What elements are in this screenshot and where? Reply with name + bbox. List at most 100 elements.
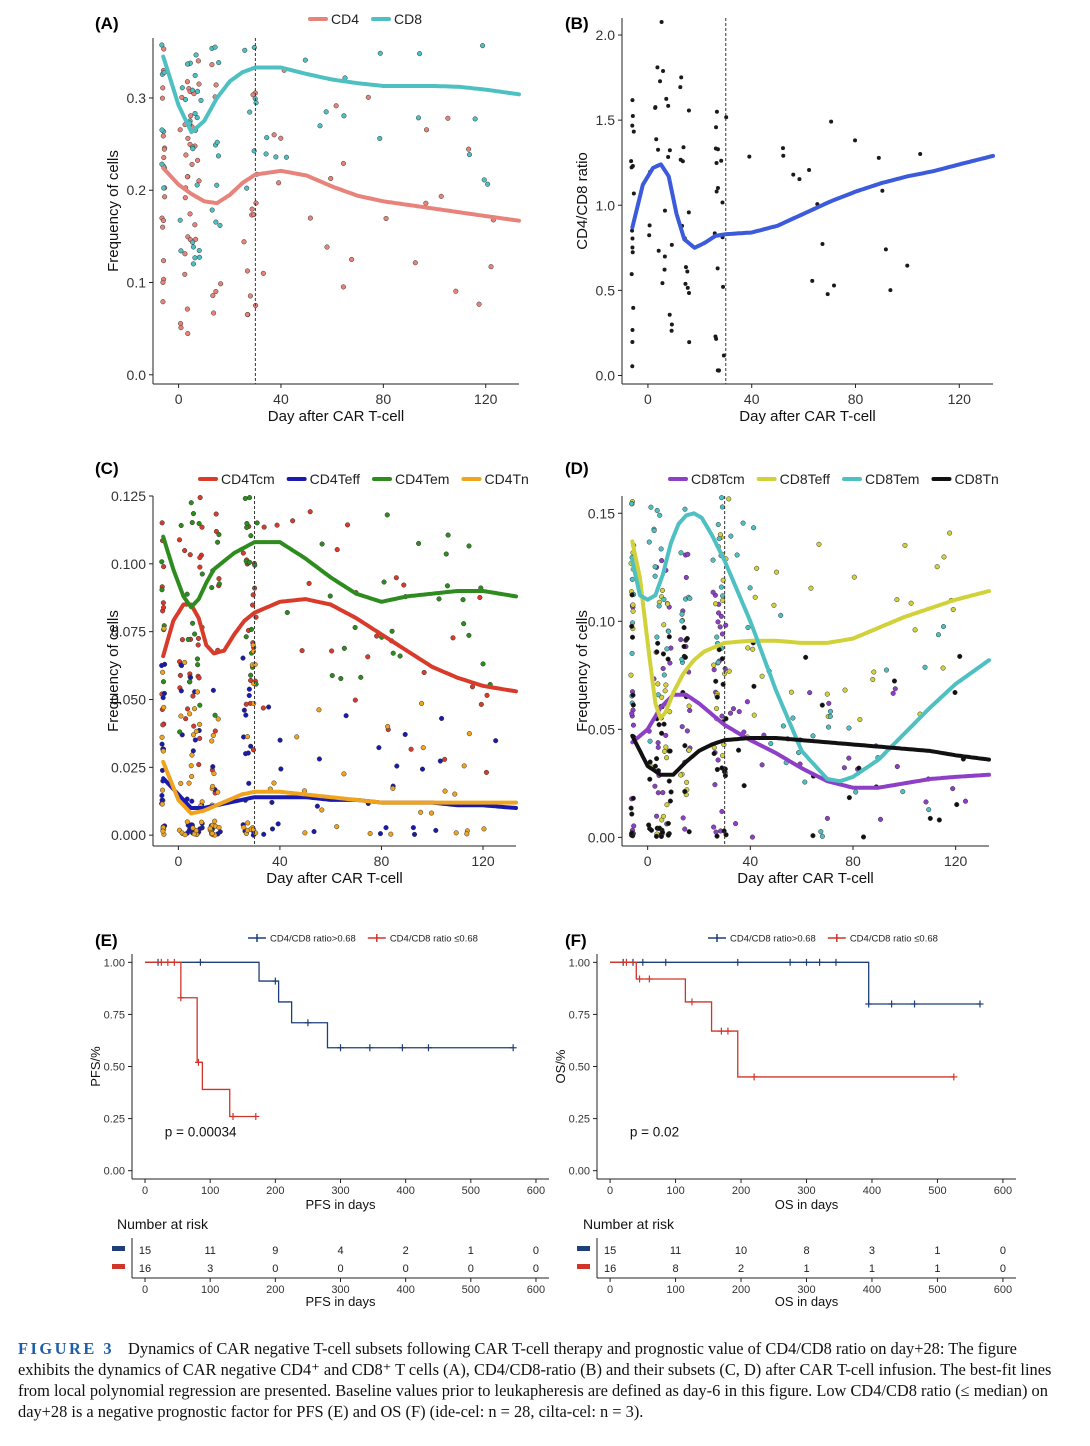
sample-point (714, 634, 720, 640)
risk-x-tick-label: 200 (266, 1284, 284, 1296)
sample-point (210, 732, 216, 738)
sample-point (667, 312, 672, 317)
sample-point (752, 594, 758, 600)
risk-x-tick-label: 600 (994, 1284, 1012, 1296)
sample-point (190, 261, 196, 267)
sample-point (196, 81, 202, 87)
sample-point (687, 707, 693, 714)
sample-point (658, 79, 663, 84)
sample-point (184, 174, 190, 180)
sample-point (681, 643, 687, 650)
sample-point (667, 148, 672, 153)
sample-point (713, 601, 719, 607)
y-tick-label: 0.100 (111, 556, 146, 572)
sample-point (176, 537, 183, 543)
risk-x-tick-label: 400 (396, 1284, 414, 1296)
sample-point (678, 637, 684, 643)
sample-point (715, 757, 721, 763)
sample-point (857, 717, 863, 723)
sample-point (715, 368, 720, 373)
sample-point (466, 543, 472, 549)
sample-point (722, 773, 728, 779)
sample-point (159, 520, 165, 526)
sample-point (327, 593, 333, 599)
legend-label: CD8Teff (780, 471, 830, 487)
x-tick-label: 40 (273, 391, 289, 407)
sample-point (660, 790, 666, 796)
sample-point (185, 135, 191, 141)
sample-point (244, 520, 250, 527)
sample-point (190, 244, 196, 250)
sample-point (388, 831, 394, 837)
sample-point (260, 270, 266, 276)
sample-point (684, 779, 690, 785)
sample-point (253, 100, 259, 106)
sample-point (665, 656, 671, 662)
sample-point (194, 656, 201, 662)
sample-point (184, 591, 190, 597)
sample-point (316, 756, 322, 762)
sample-point (771, 602, 777, 608)
x-tick-label: 80 (845, 853, 861, 869)
risk-count: 0 (1000, 1245, 1006, 1257)
y-tick-label: 0.3 (127, 90, 147, 106)
sample-point (410, 825, 416, 831)
sample-point (161, 704, 167, 710)
sample-point (316, 707, 322, 713)
sample-point (453, 288, 459, 294)
sample-point (733, 821, 739, 827)
sample-point (442, 788, 448, 794)
sample-point (376, 745, 382, 751)
x-tick-label: 0 (142, 1185, 148, 1197)
sample-point (936, 817, 942, 823)
sample-point (926, 807, 932, 813)
sample-point (197, 564, 203, 570)
sample-point (247, 495, 253, 501)
panel-label: (C) (95, 459, 119, 478)
legend-label: CD4/CD8 ratio ≤0.68 (390, 934, 478, 945)
sample-point (385, 723, 391, 730)
sample-point (880, 188, 885, 193)
x-tick-label: 400 (396, 1185, 414, 1197)
x-axis-title: Day after CAR T-cell (739, 408, 875, 425)
sample-point (665, 832, 671, 838)
sample-point (159, 587, 165, 593)
sample-point (628, 805, 634, 811)
fit-line-cd4tem (161, 534, 518, 610)
fit-line-ratio (630, 153, 995, 250)
sample-point (950, 786, 956, 792)
sample-point (630, 228, 635, 233)
sample-point (669, 328, 674, 333)
sample-point (194, 689, 201, 695)
risk-count: 1 (934, 1245, 940, 1257)
y-tick-label: 0.2 (127, 182, 147, 198)
sample-point (182, 251, 188, 257)
sample-point (883, 247, 888, 252)
sample-point (197, 721, 203, 727)
sample-point (715, 266, 720, 271)
sample-point (661, 672, 667, 678)
sample-point (160, 695, 166, 701)
y-tick-label: 0.0 (596, 367, 616, 383)
sample-point (260, 705, 266, 711)
sample-point (190, 511, 197, 517)
sample-point (284, 609, 290, 616)
sample-point (647, 776, 653, 782)
sample-point (345, 522, 351, 528)
sample-point (678, 550, 684, 556)
sample-point (247, 559, 253, 565)
sample-point (922, 664, 928, 670)
sample-point (218, 281, 224, 287)
sample-point (283, 154, 289, 160)
sample-point (686, 210, 691, 215)
sample-point (816, 541, 822, 547)
sample-point (630, 327, 635, 332)
sample-point (663, 732, 669, 738)
sample-point (248, 626, 255, 632)
x-axis-title: Day after CAR T-cell (266, 870, 402, 887)
sample-point (810, 833, 816, 839)
sample-point (682, 743, 688, 749)
sample-point (162, 194, 168, 200)
sample-point (191, 723, 197, 729)
sample-point (393, 575, 399, 581)
